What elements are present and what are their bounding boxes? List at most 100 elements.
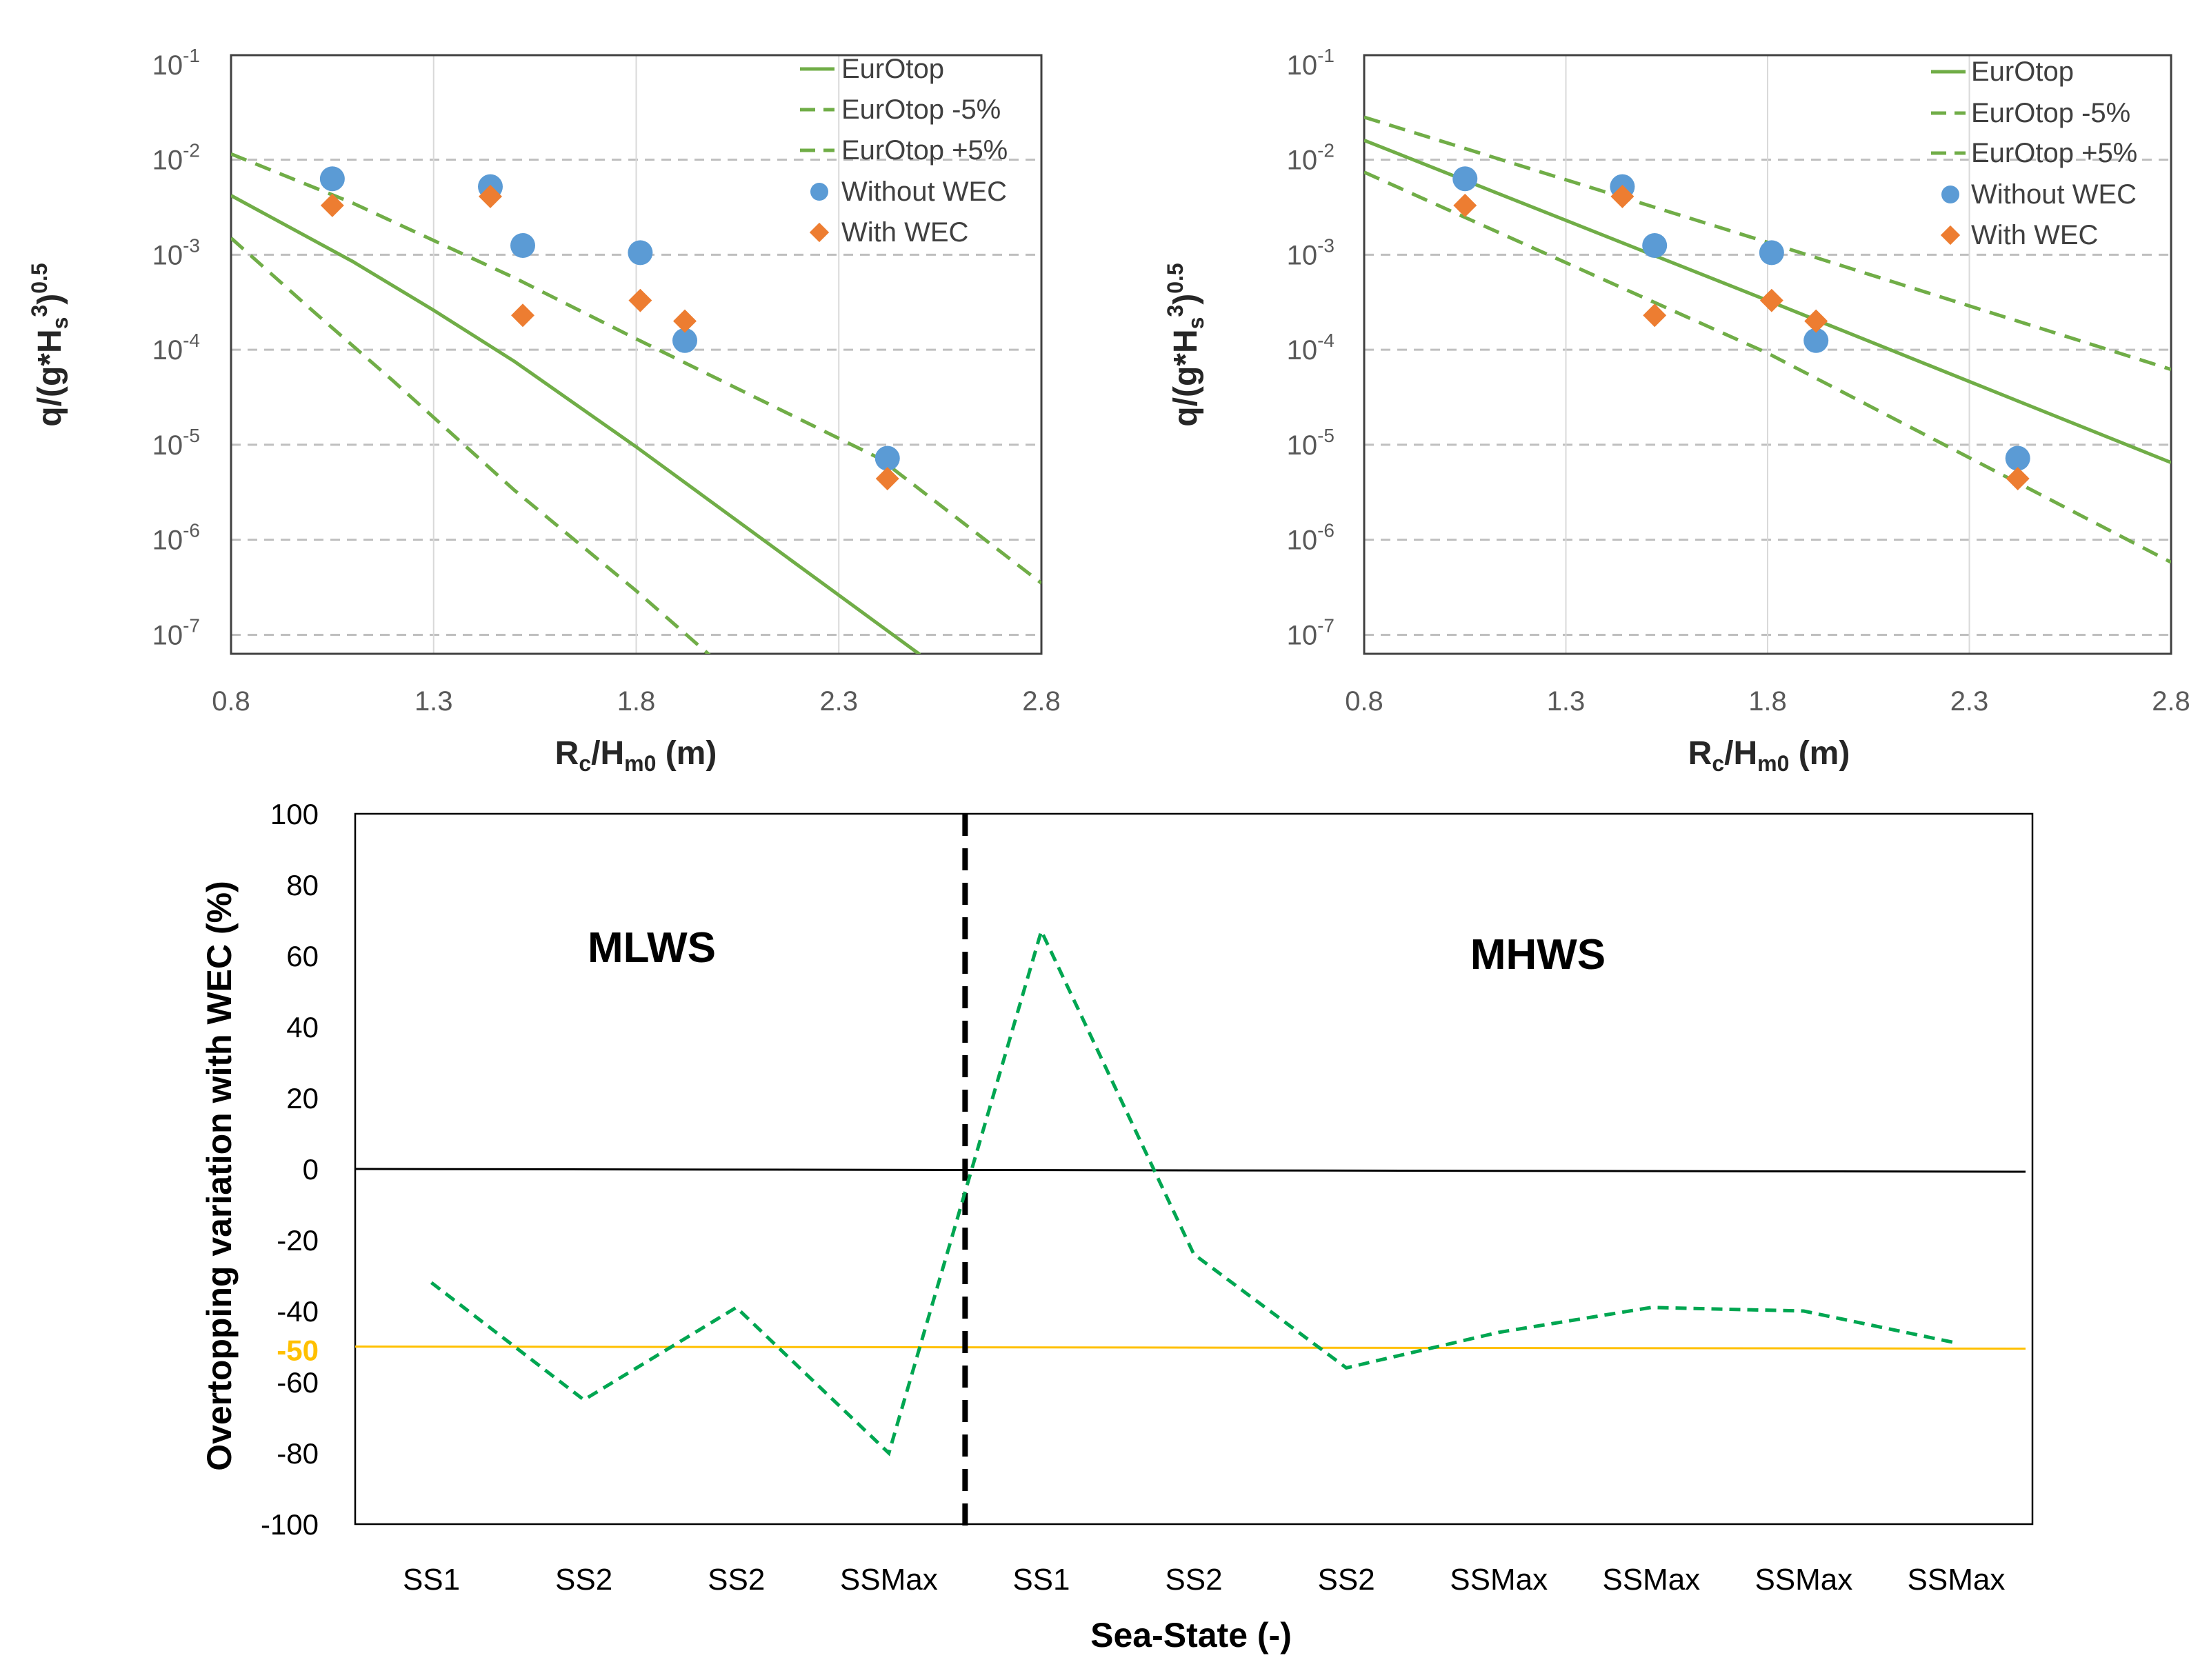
bottom-y-tick-label: 100	[270, 798, 319, 830]
left-legend-swatch-without	[810, 183, 828, 201]
right-x-ticks: 0.8 1.3 1.8 2.3 2.8	[1345, 686, 2190, 717]
bottom-x-axis-label: Sea-State (-)	[1090, 1616, 1292, 1654]
left-points	[319, 166, 900, 490]
right-x-tick-label: 2.8	[2152, 686, 2190, 717]
bottom-y-tick-label: 20	[286, 1082, 319, 1114]
left-x-tick-label: 1.3	[414, 686, 453, 717]
left-y-ticks: 10-1 10-2 10-3 10-4 10-5 10-6 10-7	[152, 45, 200, 651]
bottom-y-tick-label: -80	[277, 1437, 319, 1470]
left-y-tick-label: 10-5	[152, 425, 200, 461]
right-point-without-wec	[1803, 328, 1829, 353]
right-x-tick-label: 2.3	[1950, 686, 1989, 717]
left-y-tick-label: 10-2	[152, 140, 200, 176]
left-y-tick-label: 10-7	[152, 614, 200, 650]
bottom-reference-lines	[354, 1168, 2026, 1350]
bottom-x-ticks: SS1 SS2 SS2 SSMax SS1 SS2 SS2 SSMax SSMax SSMax SS…	[403, 1563, 2005, 1597]
left-y-axis-label: q/(g*Hs3)0.5	[27, 263, 72, 426]
right-legend-eurotop: EurOtop	[1971, 57, 2074, 87]
left-y-tick-label: 10-6	[152, 520, 200, 556]
left-x-tick-label: 0.8	[212, 686, 250, 717]
left-point-without-wec	[672, 328, 697, 353]
right-y-tick-label: 10-2	[1287, 140, 1335, 176]
left-chart: 10-1 10-2 10-3 10-4 10-5 10-6 10-7 0.8 1.3 1.8 2.…	[27, 45, 1061, 776]
right-point-without-wec	[1452, 166, 1478, 192]
left-legend-without: Without WEC	[841, 177, 1007, 207]
left-y-tick-label: 10-1	[152, 45, 200, 81]
left-point-with-wec	[511, 303, 534, 328]
bottom-y-tick-label: 60	[286, 940, 319, 972]
left-y-tick-label: 10-4	[152, 330, 200, 366]
left-legend-eurotop: EurOtop	[841, 54, 944, 84]
right-x-axis-label: Rc/Hm0 (m)	[1688, 735, 1850, 776]
left-x-tick-label: 2.8	[1022, 686, 1061, 717]
overtopping-variation-line	[430, 926, 1957, 1457]
right-legend-plus: EurOtop +5%	[1971, 138, 2137, 168]
bottom-y-tick-label: 80	[286, 869, 319, 901]
right-y-tick-label: 10-5	[1287, 425, 1335, 461]
left-point-without-wec	[510, 232, 535, 258]
left-legend-plus: EurOtop +5%	[841, 135, 1008, 166]
bottom-y-axis-label: Overtopping variation with WEC (%)	[200, 881, 239, 1471]
right-legend: EurOtop EurOtop -5% EurOtop +5% Without …	[1931, 57, 2137, 250]
right-plot-frame	[1363, 54, 2172, 655]
bottom-y-tick-label: -60	[277, 1366, 319, 1399]
left-point-without-wec	[319, 166, 345, 192]
right-y-tick-label: 10-6	[1287, 520, 1335, 556]
right-legend-swatch-with	[1940, 225, 1961, 246]
right-legend-swatch-without	[1941, 186, 1959, 203]
bottom-x-tick-label: SS2	[1165, 1563, 1222, 1597]
bottom-y-tick-label: 40	[286, 1011, 319, 1043]
annotation-mhws: MHWS	[1470, 931, 1606, 979]
left-x-tick-label: 1.8	[617, 686, 656, 717]
right-y-tick-label: 10-1	[1287, 45, 1335, 81]
left-plot-frame	[230, 54, 1043, 655]
left-point-with-wec	[320, 193, 344, 217]
bottom-x-tick-label: SS1	[1012, 1563, 1070, 1597]
left-x-axis-label: Rc/Hm0 (m)	[555, 735, 717, 776]
left-line-eurotop-5-	[231, 237, 711, 654]
right-y-axis-label: q/(g*Hs3)0.5	[1163, 263, 1208, 426]
left-point-with-wec	[628, 288, 652, 312]
bottom-x-tick-label: SSMax	[1450, 1563, 1548, 1597]
left-x-tick-label: 2.3	[819, 686, 858, 717]
left-point-without-wec	[628, 240, 653, 266]
left-point-with-wec	[875, 467, 899, 490]
bottom-x-tick-label: SSMax	[1602, 1563, 1700, 1597]
bottom-x-tick-label: SS1	[403, 1563, 460, 1597]
right-y-tick-label: 10-7	[1287, 614, 1335, 650]
bottom-y-ticks: 100 80 60 40 20 0 -20 -40 -60 -80 -100 -50	[261, 798, 319, 1541]
bottom-y-tick-label: -100	[261, 1508, 319, 1541]
right-y-tick-label: 10-3	[1287, 234, 1335, 270]
left-legend-minus: EurOtop -5%	[841, 94, 1001, 125]
left-y-tick-label: 10-3	[152, 234, 200, 270]
right-legend-minus: EurOtop -5%	[1971, 98, 2130, 128]
bottom-x-tick-label: SSMax	[1755, 1563, 1852, 1597]
bottom-x-tick-label: SS2	[1318, 1563, 1375, 1597]
bottom-y-tick-label: -20	[277, 1224, 319, 1257]
right-x-tick-label: 0.8	[1345, 686, 1383, 717]
right-y-tick-label: 10-4	[1287, 330, 1335, 366]
annotation-mlws: MLWS	[588, 924, 716, 972]
bottom-series	[430, 926, 1957, 1457]
right-legend-without: Without WEC	[1971, 179, 2137, 210]
right-chart: 10-1 10-2 10-3 10-4 10-5 10-6 10-7 0.8 1.3 1.8 2.…	[1163, 45, 2190, 776]
right-line-eurotop-5-	[1364, 170, 2171, 564]
right-legend-with: With WEC	[1971, 220, 2098, 250]
zero-reference-line	[354, 1168, 2026, 1173]
bottom-y-tick-label: -40	[277, 1295, 319, 1328]
left-x-ticks: 0.8 1.3 1.8 2.3 2.8	[212, 686, 1061, 717]
bottom-x-tick-label: SS2	[555, 1563, 612, 1597]
left-legend-swatch-with	[809, 222, 830, 243]
right-point-without-wec	[1759, 240, 1784, 266]
left-line-eurotop	[231, 194, 921, 654]
bottom-x-tick-label: SS2	[708, 1563, 765, 1597]
right-point-without-wec	[2005, 446, 2030, 471]
left-point-with-wec	[673, 309, 697, 333]
right-x-tick-label: 1.8	[1748, 686, 1787, 717]
right-y-ticks: 10-1 10-2 10-3 10-4 10-5 10-6 10-7	[1287, 45, 1335, 651]
left-point-without-wec	[874, 446, 900, 471]
bottom-x-tick-label: SSMax	[840, 1563, 938, 1597]
left-legend-with: With WEC	[841, 217, 968, 248]
